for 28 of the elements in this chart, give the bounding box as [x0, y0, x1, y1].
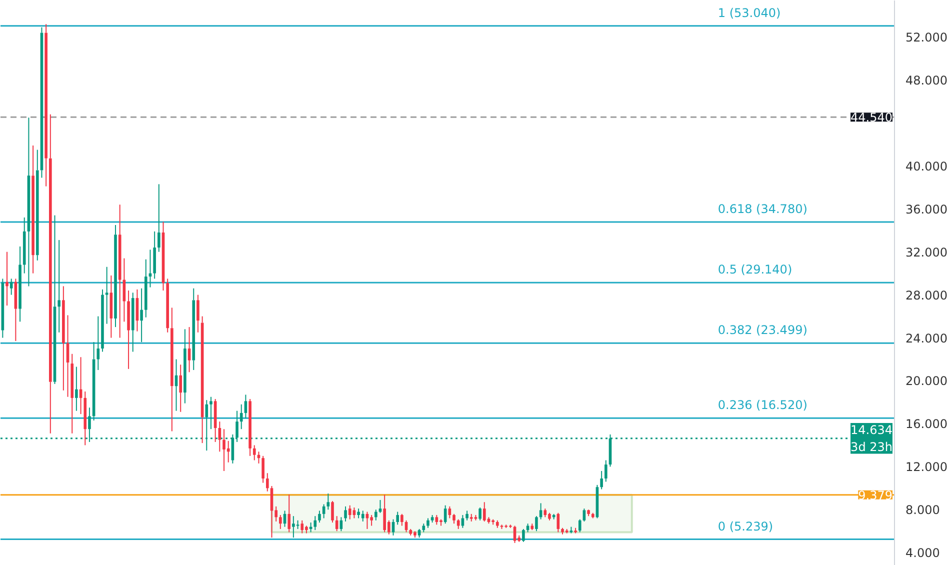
annotation: 14.634 3d 23h [850, 422, 893, 454]
annotation: 9.379 [858, 488, 893, 502]
ref-line-label: 0.236 (16.520) [718, 398, 808, 412]
ref-line-label: 0.618 (34.780) [718, 202, 808, 216]
candlestick [48, 114, 52, 434]
annotation: 44.540 [850, 110, 893, 125]
ref-line-label: 1 (53.040) [718, 6, 781, 20]
candlestick [44, 24, 48, 187]
y-tick-label: 52.000 [906, 30, 948, 45]
candlestick [114, 224, 117, 328]
ref-line-label: 0.5 (29.140) [718, 262, 792, 277]
y-tick-label: 28.000 [906, 288, 948, 302]
ref-line-label: 0.382 (23.499) [718, 323, 808, 338]
ref-line-label: 0 (5.239) [718, 519, 774, 534]
y-tick-label: 32.000 [906, 245, 948, 260]
y-tick-label: 36.000 [906, 202, 948, 216]
y-tick-label: 8.000 [906, 503, 940, 518]
candlestick [32, 145, 34, 274]
y-tick-label: 20.000 [906, 374, 948, 388]
y-tick-label: 16.000 [906, 417, 948, 432]
y-tick-label: 40.000 [906, 159, 948, 174]
candlestick [192, 288, 196, 371]
y-tick-label: 24.000 [906, 331, 948, 346]
candlestick [36, 149, 39, 261]
y-tick-label: 4.000 [906, 546, 940, 560]
y-tick-label: 48.000 [906, 73, 948, 88]
candlestick [170, 307, 174, 432]
y-tick-label: 12.000 [906, 460, 948, 474]
